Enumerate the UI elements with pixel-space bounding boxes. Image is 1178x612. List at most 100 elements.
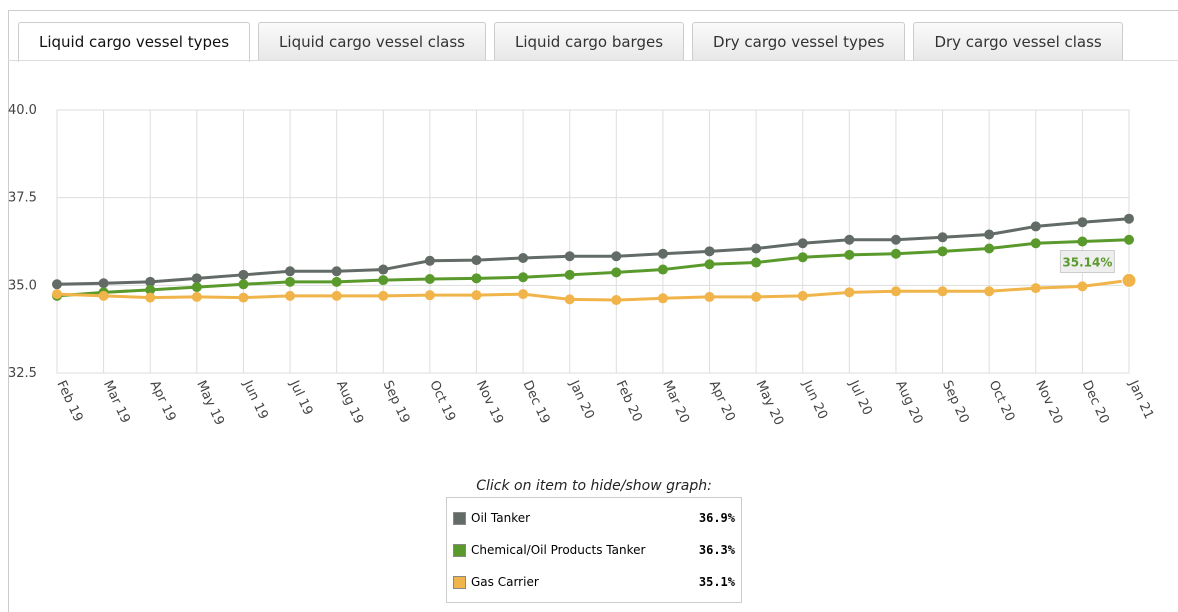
data-point <box>704 246 715 257</box>
legend-swatch <box>453 511 466 525</box>
data-point <box>937 232 948 243</box>
y-tick-label: 40.0 <box>8 103 37 118</box>
data-point <box>844 287 855 298</box>
data-point <box>378 290 389 301</box>
data-point <box>238 269 249 280</box>
data-point <box>98 290 109 301</box>
data-point <box>844 249 855 260</box>
data-point <box>751 257 762 268</box>
data-point <box>471 255 482 266</box>
data-point <box>145 292 156 303</box>
data-point <box>285 276 296 287</box>
legend-item[interactable]: Chemical/Oil Products Tanker 36.3% <box>453 534 735 566</box>
data-point <box>424 255 435 266</box>
legend-label: Gas Carrier <box>471 575 539 589</box>
x-tick-label: Oct 20 <box>986 378 1018 423</box>
data-point <box>890 248 901 259</box>
data-point <box>52 289 62 300</box>
data-point <box>890 286 901 297</box>
data-point <box>238 292 249 303</box>
data-point <box>797 252 808 263</box>
data-point <box>145 276 156 287</box>
x-tick-label: Sep 19 <box>380 378 413 425</box>
data-point <box>984 243 995 254</box>
data-point <box>1077 217 1088 228</box>
x-tick-label: Sep 20 <box>939 378 972 425</box>
x-tick-label: Dec 20 <box>1079 378 1112 426</box>
data-point <box>984 229 995 240</box>
data-point <box>1077 236 1088 247</box>
x-tick-label: Jun 20 <box>799 377 830 421</box>
data-point <box>657 293 668 304</box>
data-point <box>285 266 296 277</box>
legend-label: Oil Tanker <box>471 511 531 525</box>
data-point <box>145 284 156 295</box>
data-point <box>331 266 342 277</box>
legend-item[interactable]: Oil Tanker 36.9% <box>453 502 735 534</box>
data-point <box>518 289 529 300</box>
tab[interactable]: Liquid cargo vessel types <box>18 22 251 62</box>
tab[interactable]: Dry cargo vessel class <box>913 22 1123 60</box>
x-tick-label: Aug 20 <box>892 378 925 426</box>
x-tick-label: Apr 19 <box>147 378 179 423</box>
legend-item[interactable]: Gas Carrier 35.1% <box>453 566 735 598</box>
tab[interactable]: Liquid cargo vessel class <box>258 22 487 60</box>
data-point <box>378 264 389 275</box>
data-point <box>331 276 342 287</box>
plot-area <box>56 109 1130 374</box>
data-point <box>191 273 202 284</box>
data-point <box>424 290 435 301</box>
data-point <box>331 290 342 301</box>
data-point <box>890 234 901 245</box>
data-point <box>471 290 482 301</box>
data-point <box>518 272 529 283</box>
data-point <box>98 278 109 289</box>
tab[interactable]: Dry cargo vessel types <box>692 22 906 60</box>
data-point <box>704 259 715 270</box>
tab-bar: Liquid cargo vessel types Liquid cargo ve… <box>18 22 1123 62</box>
data-point <box>611 295 622 306</box>
data-point <box>611 267 622 278</box>
legend-title: Click on item to hide/show graph: <box>476 478 712 494</box>
x-tick-label: Feb 19 <box>53 378 85 424</box>
x-tick-label: May 19 <box>193 378 227 427</box>
tab-divider <box>8 60 1178 61</box>
x-tick-label: Nov 19 <box>473 378 506 426</box>
data-point <box>751 291 762 302</box>
data-point <box>797 238 808 249</box>
data-point <box>657 248 668 259</box>
x-tick-label: May 20 <box>753 378 787 427</box>
data-point <box>424 274 435 285</box>
data-point <box>564 294 575 305</box>
data-point <box>191 282 202 293</box>
y-tick-label: 35.0 <box>8 278 37 293</box>
x-tick-label: Aug 19 <box>333 378 366 426</box>
data-point <box>52 279 62 290</box>
tooltip-box <box>1059 250 1115 273</box>
data-point <box>564 251 575 262</box>
y-tick-label: 37.5 <box>8 191 37 206</box>
data-point <box>1030 221 1041 232</box>
x-tick-label: Jul 19 <box>286 377 315 417</box>
x-tick-label: Jan 20 <box>566 377 597 421</box>
x-tick-label: Mar 20 <box>659 378 692 425</box>
data-point <box>564 269 575 280</box>
data-point <box>1124 213 1134 224</box>
data-point <box>844 234 855 245</box>
data-point <box>611 251 622 262</box>
data-point <box>937 246 948 257</box>
tab[interactable]: Liquid cargo barges <box>494 22 685 60</box>
legend: Oil Tanker 36.9% Chemical/Oil Products Tan… <box>446 497 742 603</box>
series-line <box>56 278 1130 302</box>
data-point <box>1030 238 1041 249</box>
data-point <box>704 291 715 302</box>
x-tick-label: Jun 19 <box>239 377 270 421</box>
x-tick-label: Oct 19 <box>426 378 458 423</box>
data-point <box>471 273 482 284</box>
data-point <box>191 291 202 302</box>
data-point <box>984 286 995 297</box>
data-point <box>751 243 762 254</box>
x-tick-label: Jul 20 <box>845 377 874 417</box>
data-point <box>285 290 296 301</box>
